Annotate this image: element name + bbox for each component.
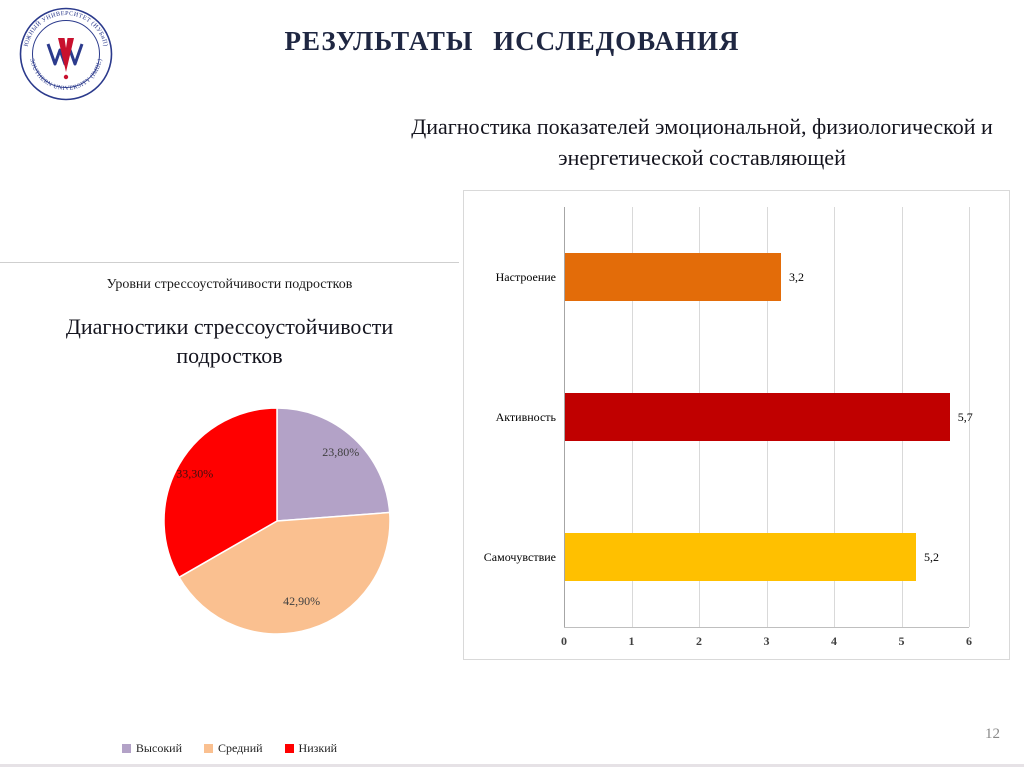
legend-item: Высокий — [121, 741, 182, 756]
pie-legend: Высокий Средний Низкий — [0, 741, 459, 756]
legend-label: Средний — [218, 741, 263, 755]
bar-value-label: 3,2 — [789, 270, 804, 284]
pie-slice-Высокий — [276, 407, 391, 522]
bar-category-label: Самочувствие — [483, 550, 556, 564]
legend-swatch — [284, 744, 294, 753]
bar-Активность — [565, 393, 950, 441]
bar-category-label: Активность — [495, 410, 556, 424]
bar-value-label: 5,2 — [924, 550, 939, 564]
pie-chart: 23,80% 42,90% 33,30% — [163, 407, 391, 635]
page-number: 12 — [985, 726, 1000, 742]
pie-chart-panel: Уровни стрессоустойчивости подростков Ди… — [0, 262, 459, 764]
pie-value-label: 23,80% — [322, 445, 359, 459]
x-tick-label: 1 — [628, 634, 635, 648]
legend-label: Низкий — [298, 741, 338, 755]
legend-item: Средний — [204, 741, 263, 756]
gridline — [564, 207, 565, 627]
x-axis-line — [564, 627, 969, 628]
slide-title: РЕЗУЛЬТАТЫ ИССЛЕДОВАНИЯ — [284, 26, 740, 56]
logo-v-glyph — [58, 38, 74, 72]
gridline — [969, 207, 970, 627]
pie-slice-Низкий — [163, 407, 278, 579]
bar-category-label: Настроение — [495, 270, 556, 284]
legend-swatch — [121, 744, 131, 753]
pie-value-label: 42,90% — [283, 594, 320, 608]
legend-label: Высокий — [135, 741, 182, 755]
pie-chart-heading: Диагностики стрессоустойчивости подростк… — [65, 314, 394, 368]
bar-value-label: 5,7 — [957, 410, 973, 424]
pie-slice-Средний — [177, 511, 391, 635]
x-tick-label: 3 — [763, 634, 770, 648]
bar-chart-panel: 0 1 2 3 4 5 6 Настроение 3,2 Активность 5,7 Самочув… — [463, 190, 1010, 660]
bar-plot-area: 0 1 2 3 4 5 6 Настроение 3,2 Активность 5,7 Самочув… — [484, 207, 973, 648]
university-logo-icon: ЮЖНЫЙ УНИВЕРСИТЕТ (ИУБиП) SOUTHERN UNIVE… — [19, 7, 113, 101]
x-tick-label: 6 — [966, 634, 972, 648]
bar-Самочувствие — [565, 533, 916, 581]
x-tick-label: 0 — [561, 634, 567, 648]
x-tick-label: 2 — [696, 634, 702, 648]
legend-swatch — [204, 744, 213, 753]
legend-item: Низкий — [284, 741, 338, 756]
x-tick-label: 4 — [831, 634, 837, 648]
x-tick-label: 5 — [898, 634, 905, 648]
pie-value-label: 33,30% — [176, 467, 213, 481]
bar-chart-title: Диагностика показателей эмоциональной, ф… — [411, 114, 993, 170]
logo-star-dot — [63, 74, 69, 80]
pie-chart-caption: Уровни стрессоустойчивости подростков — [106, 277, 353, 292]
bar-Настроение — [565, 253, 781, 301]
